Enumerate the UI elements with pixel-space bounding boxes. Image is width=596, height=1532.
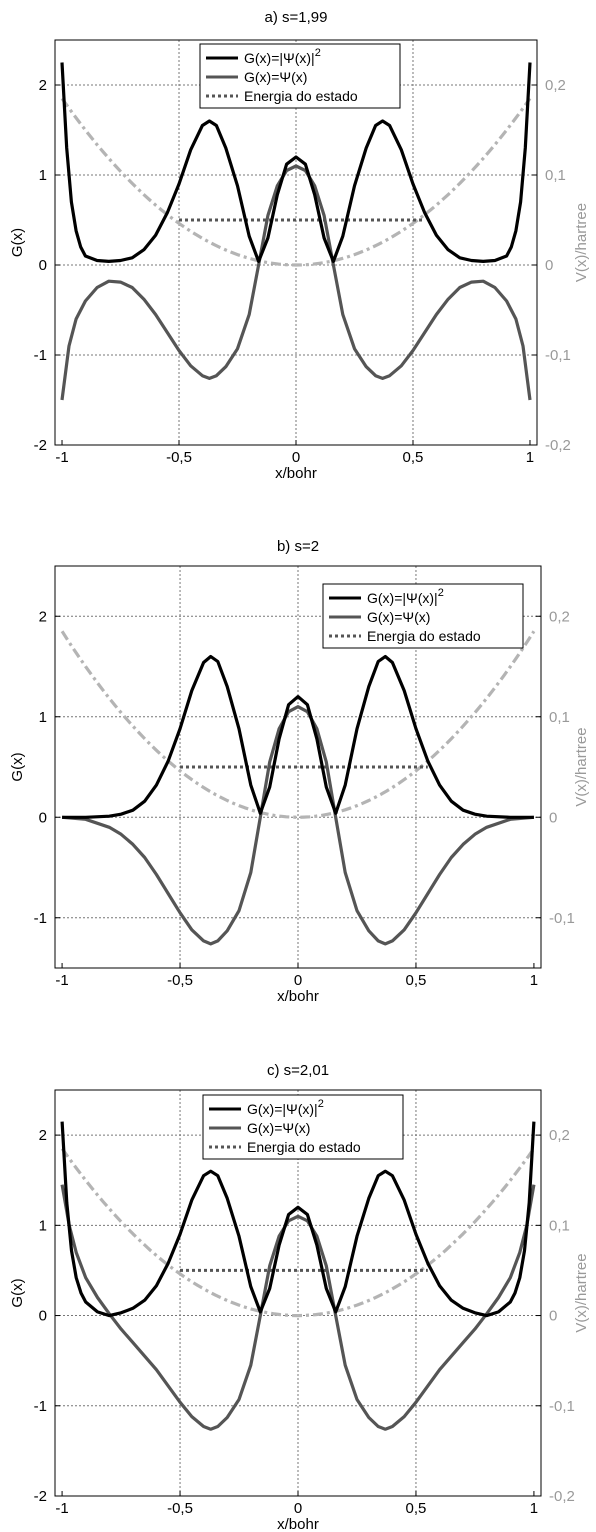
legend-label-superscript: 2 [315, 47, 321, 59]
chart-panel-2: b) s=2 -1 -0,5 0 0,5 1 -1 0 1 2 -0,1 0 0,1 0,2 x/bohr G… [9, 538, 590, 1005]
y2-axis-label: V(x)/hartree [573, 1253, 590, 1332]
chart-title: a) s=1,99 [265, 9, 328, 26]
y2-tick-label: 0,1 [549, 1217, 570, 1234]
y2-tick-label: 0 [545, 257, 553, 274]
chart-panel-1: a) s=1,99 -1 -0,5 0 0,5 1 -2 -1 0 1 2 -0,2 -0,1 0 0,1 0… [9, 9, 590, 482]
x-tick-label: -0,5 [166, 449, 192, 466]
chart-title: b) s=2 [277, 538, 319, 555]
x-tick-label: 1 [526, 449, 534, 466]
y2-tick-label: 0,2 [549, 608, 570, 625]
y2-tick-label: -0,2 [545, 437, 571, 454]
y-axis-label: G(x) [9, 228, 26, 257]
y2-tick-label: 0,1 [545, 167, 566, 184]
plot-area [60, 630, 536, 946]
y2-tick-label: 0 [549, 1308, 557, 1325]
legend-label: G(x)=Ψ(x) [247, 1120, 310, 1136]
y-tick-label: -2 [34, 1488, 47, 1505]
psi-line [60, 164, 532, 401]
psi-line [61, 705, 535, 946]
x-tick-label: -1 [55, 449, 68, 466]
psi-squared-line [60, 62, 532, 263]
y-tick-label: 2 [39, 608, 47, 625]
plot-area [60, 1121, 536, 1431]
legend: G(x)=|Ψ(x)|2 G(x)=Ψ(x) Energia do estado [202, 1094, 404, 1160]
y-axis-label: G(x) [9, 1278, 26, 1307]
legend-label-superscript: 2 [438, 587, 444, 599]
plot-area [60, 62, 532, 401]
potential-line [60, 630, 536, 819]
x-tick-label: 0,5 [406, 1500, 427, 1517]
y-axis-label: G(x) [9, 752, 26, 781]
legend-label-superscript: 2 [318, 1098, 324, 1110]
y-tick-label: -2 [34, 437, 47, 454]
y-tick-label: 1 [39, 167, 47, 184]
legend-label: Energia do estado [367, 628, 481, 644]
legend: G(x)=|Ψ(x)|2 G(x)=Ψ(x) Energia do estado [199, 43, 401, 109]
y-tick-label: 1 [39, 1217, 47, 1234]
y2-tick-label: -0,1 [545, 347, 571, 364]
psi-squared-line [60, 1121, 536, 1318]
y-tick-label: -1 [34, 910, 47, 927]
legend-label: G(x)=Ψ(x) [367, 609, 430, 625]
y-tick-label: 0 [39, 257, 47, 274]
x-axis-label: x/bohr [275, 465, 317, 482]
y-tick-label: 0 [39, 809, 47, 826]
x-axis-label: x/bohr [277, 1516, 319, 1532]
y2-axis-label: V(x)/hartree [573, 203, 590, 282]
y-tick-label: 2 [39, 1127, 47, 1144]
potential-line [60, 97, 532, 267]
legend: G(x)=|Ψ(x)|2 G(x)=Ψ(x) Energia do estado [322, 583, 524, 649]
y-tick-label: 2 [39, 77, 47, 94]
chart-title: c) s=2,01 [267, 1062, 329, 1079]
x-tick-label: 0,5 [403, 449, 424, 466]
y2-tick-label: 0,1 [549, 709, 570, 726]
y2-tick-label: 0,2 [545, 77, 566, 94]
legend-label: Energia do estado [244, 88, 358, 104]
y-tick-label: -1 [34, 1398, 47, 1415]
y2-tick-label: 0 [549, 809, 557, 826]
legend-label: G(x)=|Ψ(x)|2 [247, 1098, 324, 1117]
x-tick-label: 1 [530, 972, 538, 989]
legend-label: G(x)=|Ψ(x)|2 [367, 587, 444, 606]
legend-label: G(x)=Ψ(x) [244, 69, 307, 85]
x-axis-label: x/bohr [277, 988, 319, 1005]
legend-label: G(x)=|Ψ(x)|2 [244, 47, 321, 66]
psi-squared-line [62, 654, 534, 819]
x-tick-label: -0,5 [167, 1500, 193, 1517]
y2-tick-label: -0,1 [549, 910, 575, 927]
psi-line [60, 1184, 536, 1431]
y-tick-label: 1 [39, 709, 47, 726]
x-tick-label: 0 [294, 972, 302, 989]
legend-label: Energia do estado [247, 1139, 361, 1155]
x-tick-label: 0 [294, 1500, 302, 1517]
y2-axis-label: V(x)/hartree [573, 727, 590, 806]
potential-line [60, 1147, 536, 1318]
chart-panel-3: c) s=2,01 -1 -0,5 0 0,5 1 -2 -1 0 1 2 -0,2 -0,1 0 0,1 0… [9, 1062, 590, 1532]
y2-tick-label: -0,2 [549, 1488, 575, 1505]
x-tick-label: 0 [292, 449, 300, 466]
y-tick-label: 0 [39, 1308, 47, 1325]
y2-tick-label: -0,1 [549, 1398, 575, 1415]
x-tick-label: -1 [55, 1500, 68, 1517]
y-tick-label: -1 [34, 347, 47, 364]
x-tick-label: 0,5 [406, 972, 427, 989]
x-tick-label: 1 [530, 1500, 538, 1517]
y2-tick-label: 0,2 [549, 1127, 570, 1144]
x-tick-label: -1 [55, 972, 68, 989]
x-tick-label: -0,5 [167, 972, 193, 989]
